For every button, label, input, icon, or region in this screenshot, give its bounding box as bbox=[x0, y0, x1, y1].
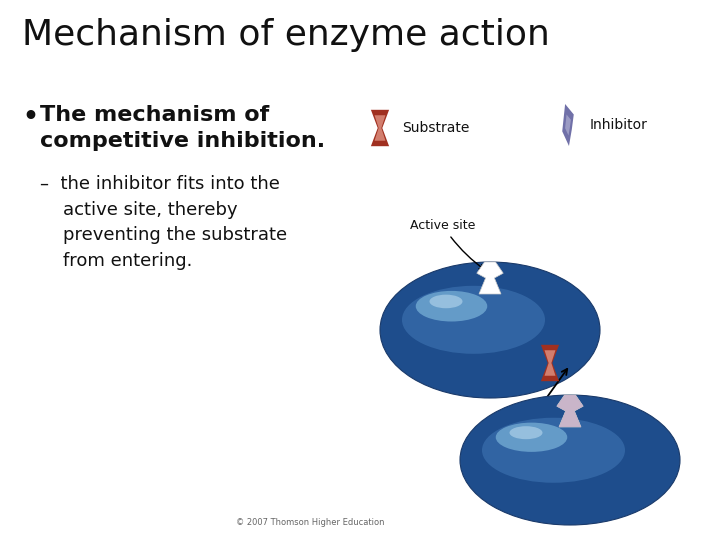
Ellipse shape bbox=[510, 426, 542, 439]
Ellipse shape bbox=[482, 418, 625, 483]
Ellipse shape bbox=[415, 291, 487, 321]
Text: Inhibitor: Inhibitor bbox=[590, 118, 648, 132]
PathPatch shape bbox=[562, 104, 574, 146]
PathPatch shape bbox=[371, 110, 389, 146]
PathPatch shape bbox=[541, 345, 559, 381]
Text: © 2007 Thomson Higher Education: © 2007 Thomson Higher Education bbox=[235, 518, 384, 527]
Ellipse shape bbox=[460, 395, 680, 525]
Ellipse shape bbox=[402, 286, 545, 354]
Text: Mechanism of enzyme action: Mechanism of enzyme action bbox=[22, 18, 550, 52]
PathPatch shape bbox=[374, 115, 385, 141]
Text: Substrate: Substrate bbox=[402, 121, 469, 135]
Ellipse shape bbox=[430, 295, 462, 308]
PathPatch shape bbox=[557, 395, 583, 427]
PathPatch shape bbox=[544, 350, 555, 376]
Text: Active site: Active site bbox=[410, 219, 485, 269]
Text: –  the inhibitor fits into the
    active site, thereby
    preventing the subst: – the inhibitor fits into the active sit… bbox=[40, 175, 287, 270]
PathPatch shape bbox=[557, 395, 583, 427]
Text: The mechanism of
competitive inhibition.: The mechanism of competitive inhibition. bbox=[40, 105, 325, 151]
Ellipse shape bbox=[380, 262, 600, 398]
Text: •: • bbox=[22, 105, 38, 129]
PathPatch shape bbox=[477, 262, 503, 294]
PathPatch shape bbox=[565, 114, 571, 136]
Ellipse shape bbox=[496, 423, 567, 452]
